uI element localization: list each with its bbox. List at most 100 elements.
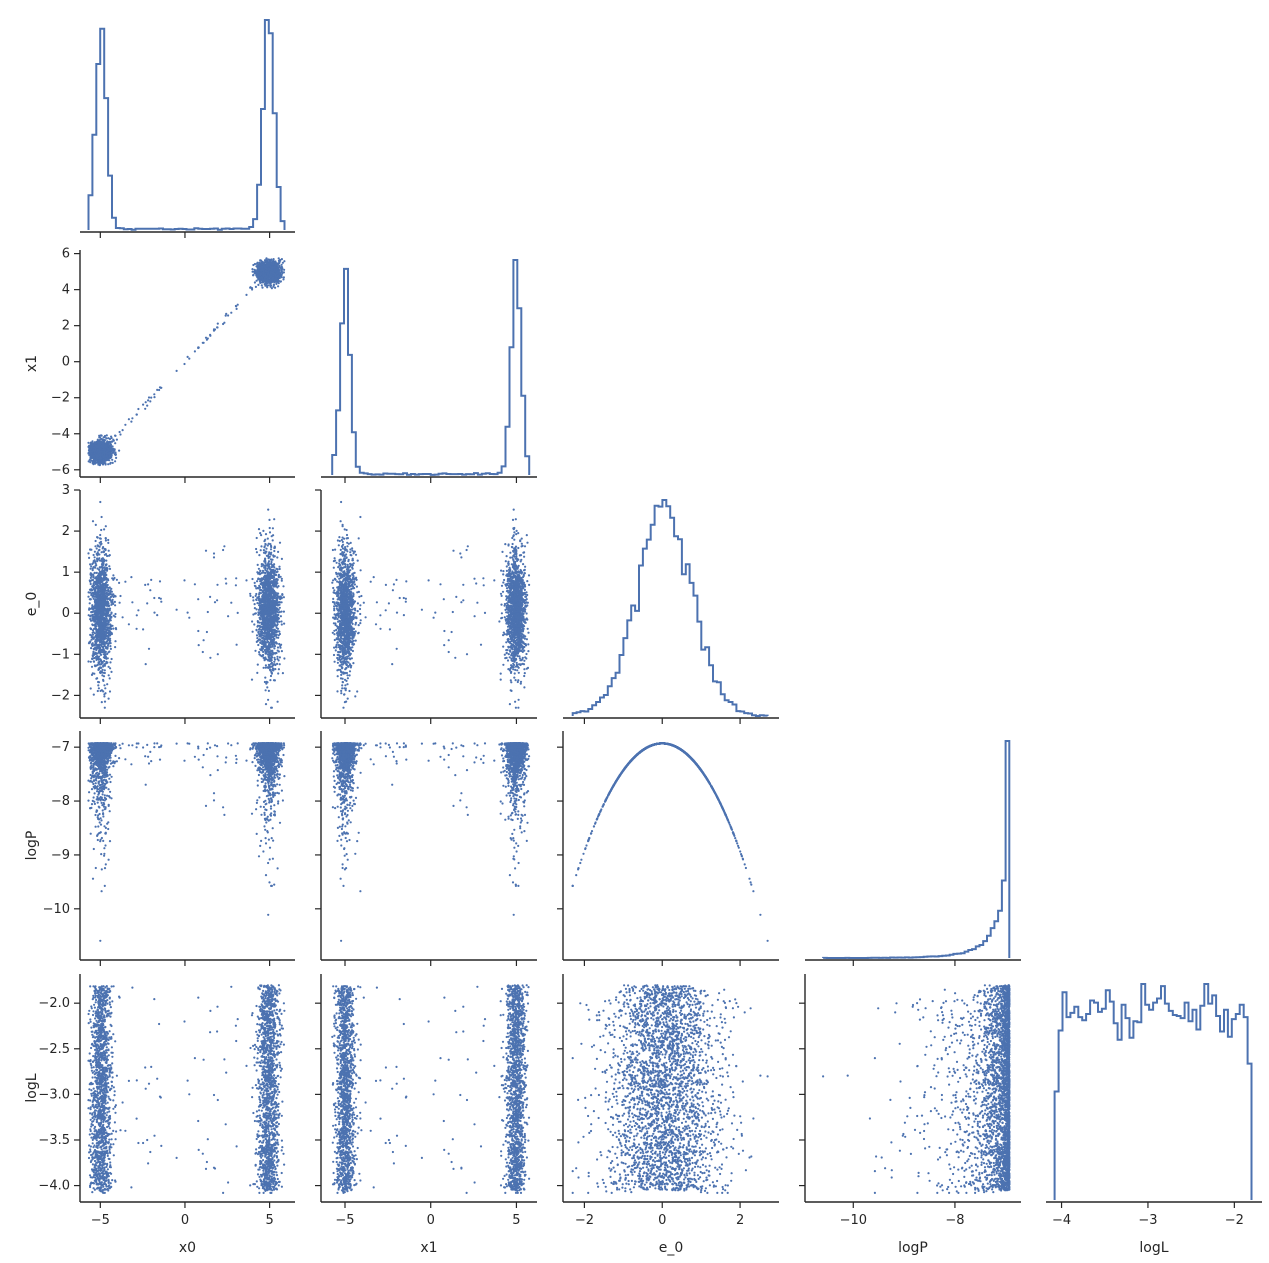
scatter-point (91, 639, 93, 641)
scatter-point (270, 276, 272, 278)
scatter-point (256, 637, 258, 639)
scatter-point (92, 592, 94, 594)
scatter-point (237, 612, 239, 614)
scatter-point (282, 278, 284, 280)
scatter-point (266, 264, 268, 266)
scatter-point (87, 442, 89, 444)
scatter-point (88, 557, 90, 559)
scatter-point (252, 274, 254, 276)
scatter-point (90, 572, 92, 574)
scatter-point (265, 703, 267, 705)
panel-x0-vs-x0 (80, 20, 295, 238)
scatter-point (252, 264, 254, 266)
scatter-point (90, 450, 92, 452)
scatter-point (103, 684, 105, 686)
scatter-point (98, 442, 100, 444)
scatter-point (260, 583, 262, 585)
scatter-point (209, 596, 211, 598)
scatter-point (205, 550, 207, 552)
scatter-point (261, 276, 263, 278)
scatter-point (106, 434, 108, 436)
scatter-point (89, 634, 91, 636)
scatter-point (278, 643, 280, 645)
scatter-point (276, 656, 278, 658)
scatter-point (94, 572, 96, 574)
scatter-point (235, 305, 237, 307)
scatter-point (227, 314, 229, 316)
y-tick-label: 0 (62, 355, 70, 370)
scatter-point (105, 445, 107, 447)
scatter-point (206, 631, 208, 633)
scatter-point (272, 271, 274, 273)
scatter-point (270, 548, 272, 550)
scatter-point (122, 616, 124, 618)
scatter-point (105, 560, 107, 562)
scatter-point (99, 448, 101, 450)
scatter-point (92, 461, 94, 463)
scatter-point (278, 280, 280, 282)
scatter-point (105, 437, 107, 439)
scatter-point (230, 602, 232, 604)
scatter-point (94, 665, 96, 667)
scatter-point (94, 442, 96, 444)
scatter-point (251, 620, 253, 622)
scatter-point (153, 396, 155, 398)
scatter-point (255, 599, 257, 601)
scatter-point (111, 459, 113, 461)
scatter-point (236, 644, 238, 646)
scatter-point (223, 322, 225, 324)
scatter-point (109, 645, 111, 647)
scatter-point (258, 651, 260, 653)
scatter-point (107, 584, 109, 586)
scatter-point (107, 639, 109, 641)
scatter-point (96, 572, 98, 574)
scatter-point (281, 650, 283, 652)
scatter-point (90, 661, 92, 663)
scatter-point (122, 429, 124, 431)
scatter-point (93, 661, 95, 663)
scatter-point (256, 276, 258, 278)
scatter-point (108, 651, 110, 653)
scatter-point (258, 554, 260, 556)
scatter-point (268, 690, 270, 692)
scatter-point (280, 620, 282, 622)
scatter-point (106, 683, 108, 685)
scatter-point (106, 450, 108, 452)
scatter-point (176, 609, 178, 611)
scatter-point (103, 578, 105, 580)
scatter-point (106, 641, 108, 643)
scatter-point (107, 442, 109, 444)
scatter-point (257, 621, 259, 623)
scatter-point (251, 679, 253, 681)
scatter-point (257, 284, 259, 286)
scatter-point (251, 268, 253, 270)
scatter-point (263, 264, 265, 266)
scatter-point (97, 449, 99, 451)
scatter-point (264, 559, 266, 561)
scatter-point (259, 279, 261, 281)
scatter-point (87, 596, 89, 598)
scatter-point (108, 448, 110, 450)
scatter-point (263, 667, 265, 669)
scatter-point (245, 579, 247, 581)
scatter-point (276, 627, 278, 629)
scatter-point (256, 634, 258, 636)
scatter-point (252, 271, 254, 273)
scatter-point (203, 639, 205, 641)
scatter-point (274, 679, 276, 681)
scatter-point (279, 568, 281, 570)
scatter-point (268, 260, 270, 262)
scatter-point (273, 275, 275, 277)
scatter-point (272, 527, 274, 529)
scatter-point (249, 595, 251, 597)
scatter-point (235, 577, 237, 579)
scatter-point (99, 457, 101, 459)
scatter-point (255, 595, 257, 597)
scatter-point (158, 597, 160, 599)
scatter-point (216, 584, 218, 586)
scatter-point (274, 260, 276, 262)
scatter-point (274, 546, 276, 548)
scatter-point (278, 282, 280, 284)
scatter-point (149, 400, 151, 402)
